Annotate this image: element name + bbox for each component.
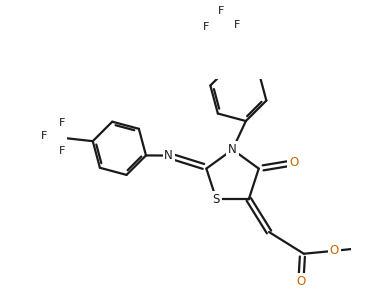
Text: F: F	[203, 22, 209, 32]
Text: N: N	[228, 143, 237, 156]
Text: O: O	[296, 275, 305, 288]
Text: S: S	[213, 193, 220, 206]
Text: F: F	[58, 118, 65, 128]
Text: F: F	[41, 131, 47, 141]
Text: F: F	[58, 146, 65, 156]
Text: F: F	[218, 6, 224, 16]
Text: O: O	[289, 156, 298, 169]
Text: O: O	[330, 244, 339, 257]
Text: F: F	[234, 20, 240, 30]
Text: N: N	[164, 149, 173, 162]
